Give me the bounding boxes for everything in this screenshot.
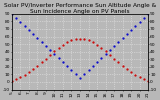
Title: Solar PV/Inverter Performance Sun Altitude Angle & Sun Incidence Angle on PV Pan: Solar PV/Inverter Performance Sun Altitu… [4,3,156,14]
